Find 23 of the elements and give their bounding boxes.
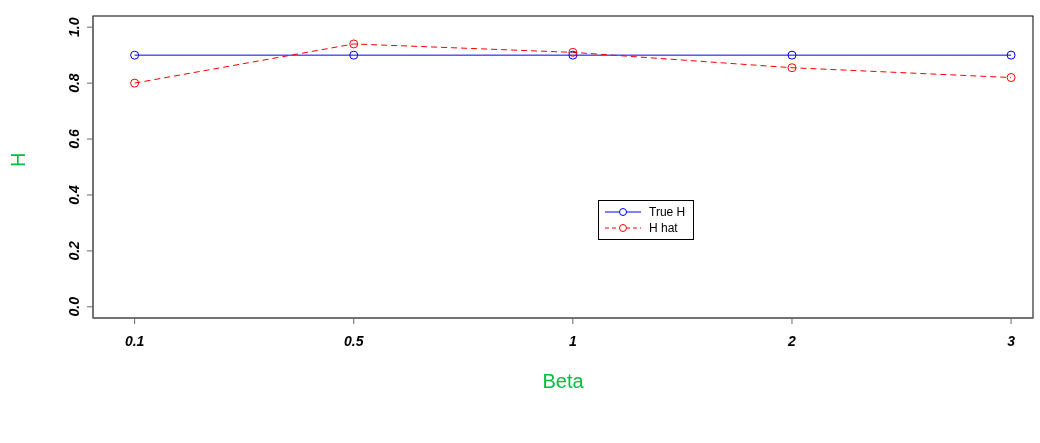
point: [1006, 73, 1016, 83]
y-tick-label: 1.0: [66, 17, 82, 37]
point: [1006, 50, 1016, 60]
point: [787, 50, 797, 60]
x-tick-label: 0.5: [344, 332, 364, 349]
y-tick-label: 0.2: [66, 240, 82, 261]
point: [349, 39, 359, 49]
point: [130, 78, 140, 88]
y-tick-label: 0.0: [66, 296, 82, 317]
y-tick-label: 0.8: [66, 73, 82, 93]
x-tick-label: 1: [568, 332, 577, 349]
point: [349, 50, 359, 60]
legend-label: True H: [649, 205, 686, 219]
legend-label: H hat: [649, 221, 678, 235]
y-axis-title: H: [7, 152, 30, 167]
x-tick-label: 0.1: [124, 332, 145, 349]
y-tick-label: 0.4: [66, 185, 82, 205]
x-axis-title: Beta: [542, 370, 585, 392]
x-tick-label: 3: [1007, 332, 1016, 349]
y-tick-label: 0.6: [66, 129, 82, 149]
x-tick-label: 2: [787, 332, 797, 349]
point: [787, 63, 797, 73]
point: [130, 50, 140, 60]
